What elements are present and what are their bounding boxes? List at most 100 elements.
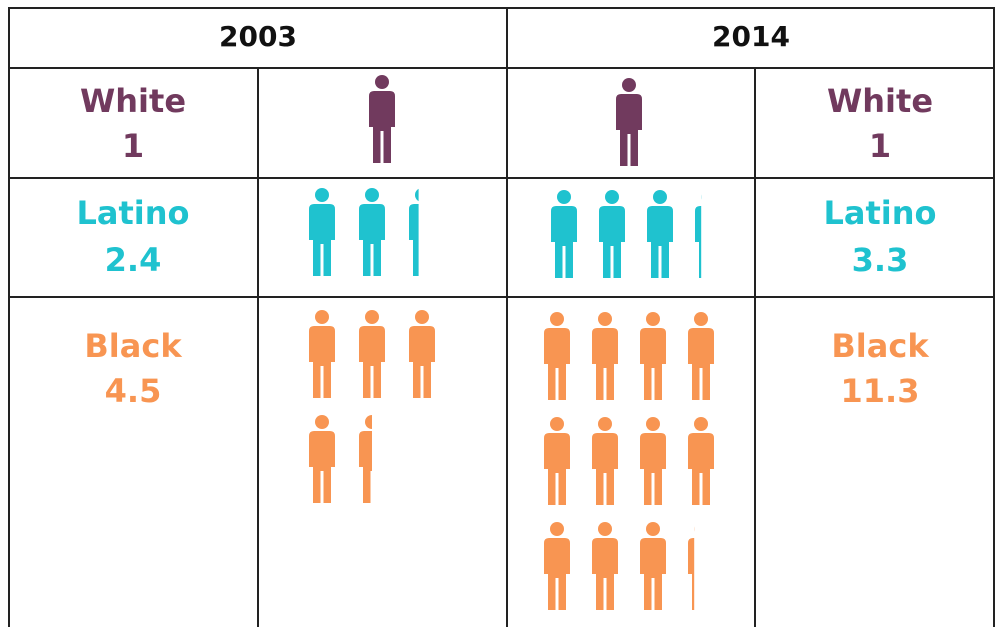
- category-label: Black: [84, 327, 182, 365]
- person-icon: [616, 78, 642, 166]
- person-icon: [551, 190, 577, 278]
- icon-head: [550, 522, 564, 536]
- icon-body: [592, 328, 618, 400]
- icon-body: [640, 328, 666, 400]
- icon-body: [369, 91, 395, 163]
- person-icon: [599, 190, 625, 278]
- icon-group: [309, 310, 435, 503]
- icon-body: [409, 204, 419, 276]
- icon-head: [365, 310, 379, 324]
- column-header: 2003: [219, 20, 297, 53]
- person-icon: [409, 188, 419, 276]
- icon-body: [551, 206, 577, 278]
- icon-body: [544, 433, 570, 505]
- person-icon: [640, 522, 666, 610]
- icon-body: [359, 326, 385, 398]
- icon-head: [694, 312, 708, 326]
- icon-head: [550, 417, 564, 431]
- icon-head: [646, 522, 660, 536]
- category-label: White: [80, 82, 186, 120]
- icon-head: [315, 415, 329, 429]
- person-icon: [688, 527, 695, 610]
- value-label: 2.4: [105, 241, 162, 279]
- icon-body: [640, 538, 666, 610]
- person-icon: [544, 312, 570, 400]
- icon-group: [544, 312, 714, 610]
- icon-body: [592, 433, 618, 505]
- icon-head: [694, 417, 708, 431]
- icon-body: [688, 538, 695, 610]
- person-icon: [640, 417, 666, 505]
- icon-head: [598, 522, 612, 536]
- icon-body: [592, 538, 618, 610]
- icon-body: [409, 326, 435, 398]
- icon-head: [598, 417, 612, 431]
- icon-head: [375, 75, 389, 89]
- person-icon: [688, 312, 714, 400]
- person-icon: [309, 310, 335, 398]
- person-icon: [647, 190, 673, 278]
- icon-head: [365, 415, 372, 429]
- table-grid: [8, 7, 995, 627]
- icon-head: [557, 190, 571, 204]
- person-icon: [592, 522, 618, 610]
- icon-group: [551, 190, 702, 278]
- icon-head: [646, 417, 660, 431]
- icon-body: [599, 206, 625, 278]
- person-icon: [309, 188, 335, 276]
- icon-head: [646, 312, 660, 326]
- person-icon: [359, 310, 385, 398]
- icon-group: [309, 188, 419, 276]
- person-icon: [369, 75, 395, 163]
- icon-head: [701, 195, 702, 199]
- person-icon: [592, 312, 618, 400]
- category-label: White: [827, 82, 933, 120]
- category-label: Latino: [76, 194, 189, 232]
- icon-head: [550, 312, 564, 326]
- icon-body: [688, 328, 714, 400]
- value-label: 4.5: [105, 372, 162, 410]
- icon-head: [694, 527, 695, 531]
- icon-body: [359, 431, 372, 503]
- person-icon: [309, 415, 335, 503]
- person-icon: [544, 522, 570, 610]
- icon-head: [415, 310, 429, 324]
- person-icon: [592, 417, 618, 505]
- icon-body: [309, 326, 335, 398]
- icon-head: [315, 310, 329, 324]
- icon-head: [653, 190, 667, 204]
- icon-body: [695, 206, 702, 278]
- icon-head: [315, 188, 329, 202]
- value-label: 3.3: [852, 241, 909, 279]
- value-label: 1: [869, 127, 891, 165]
- icon-group: [369, 75, 395, 163]
- icon-head: [415, 188, 419, 202]
- value-label: 11.3: [841, 372, 920, 410]
- person-icon: [359, 415, 372, 503]
- person-icon: [544, 417, 570, 505]
- icon-head: [605, 190, 619, 204]
- icon-body: [544, 538, 570, 610]
- icon-body: [544, 328, 570, 400]
- icon-body: [359, 204, 385, 276]
- person-icon: [359, 188, 385, 276]
- column-header: 2014: [712, 20, 790, 53]
- icon-body: [640, 433, 666, 505]
- icon-body: [309, 204, 335, 276]
- person-icon: [688, 417, 714, 505]
- icon-head: [622, 78, 636, 92]
- category-label: Black: [831, 327, 929, 365]
- icon-body: [616, 94, 642, 166]
- value-label: 1: [122, 127, 144, 165]
- icon-head: [598, 312, 612, 326]
- icon-head: [365, 188, 379, 202]
- icon-body: [688, 433, 714, 505]
- icon-body: [647, 206, 673, 278]
- person-icon: [695, 195, 702, 278]
- icon-body: [309, 431, 335, 503]
- person-icon: [409, 310, 435, 398]
- icon-group: [616, 78, 642, 166]
- person-icon: [640, 312, 666, 400]
- category-label: Latino: [823, 194, 936, 232]
